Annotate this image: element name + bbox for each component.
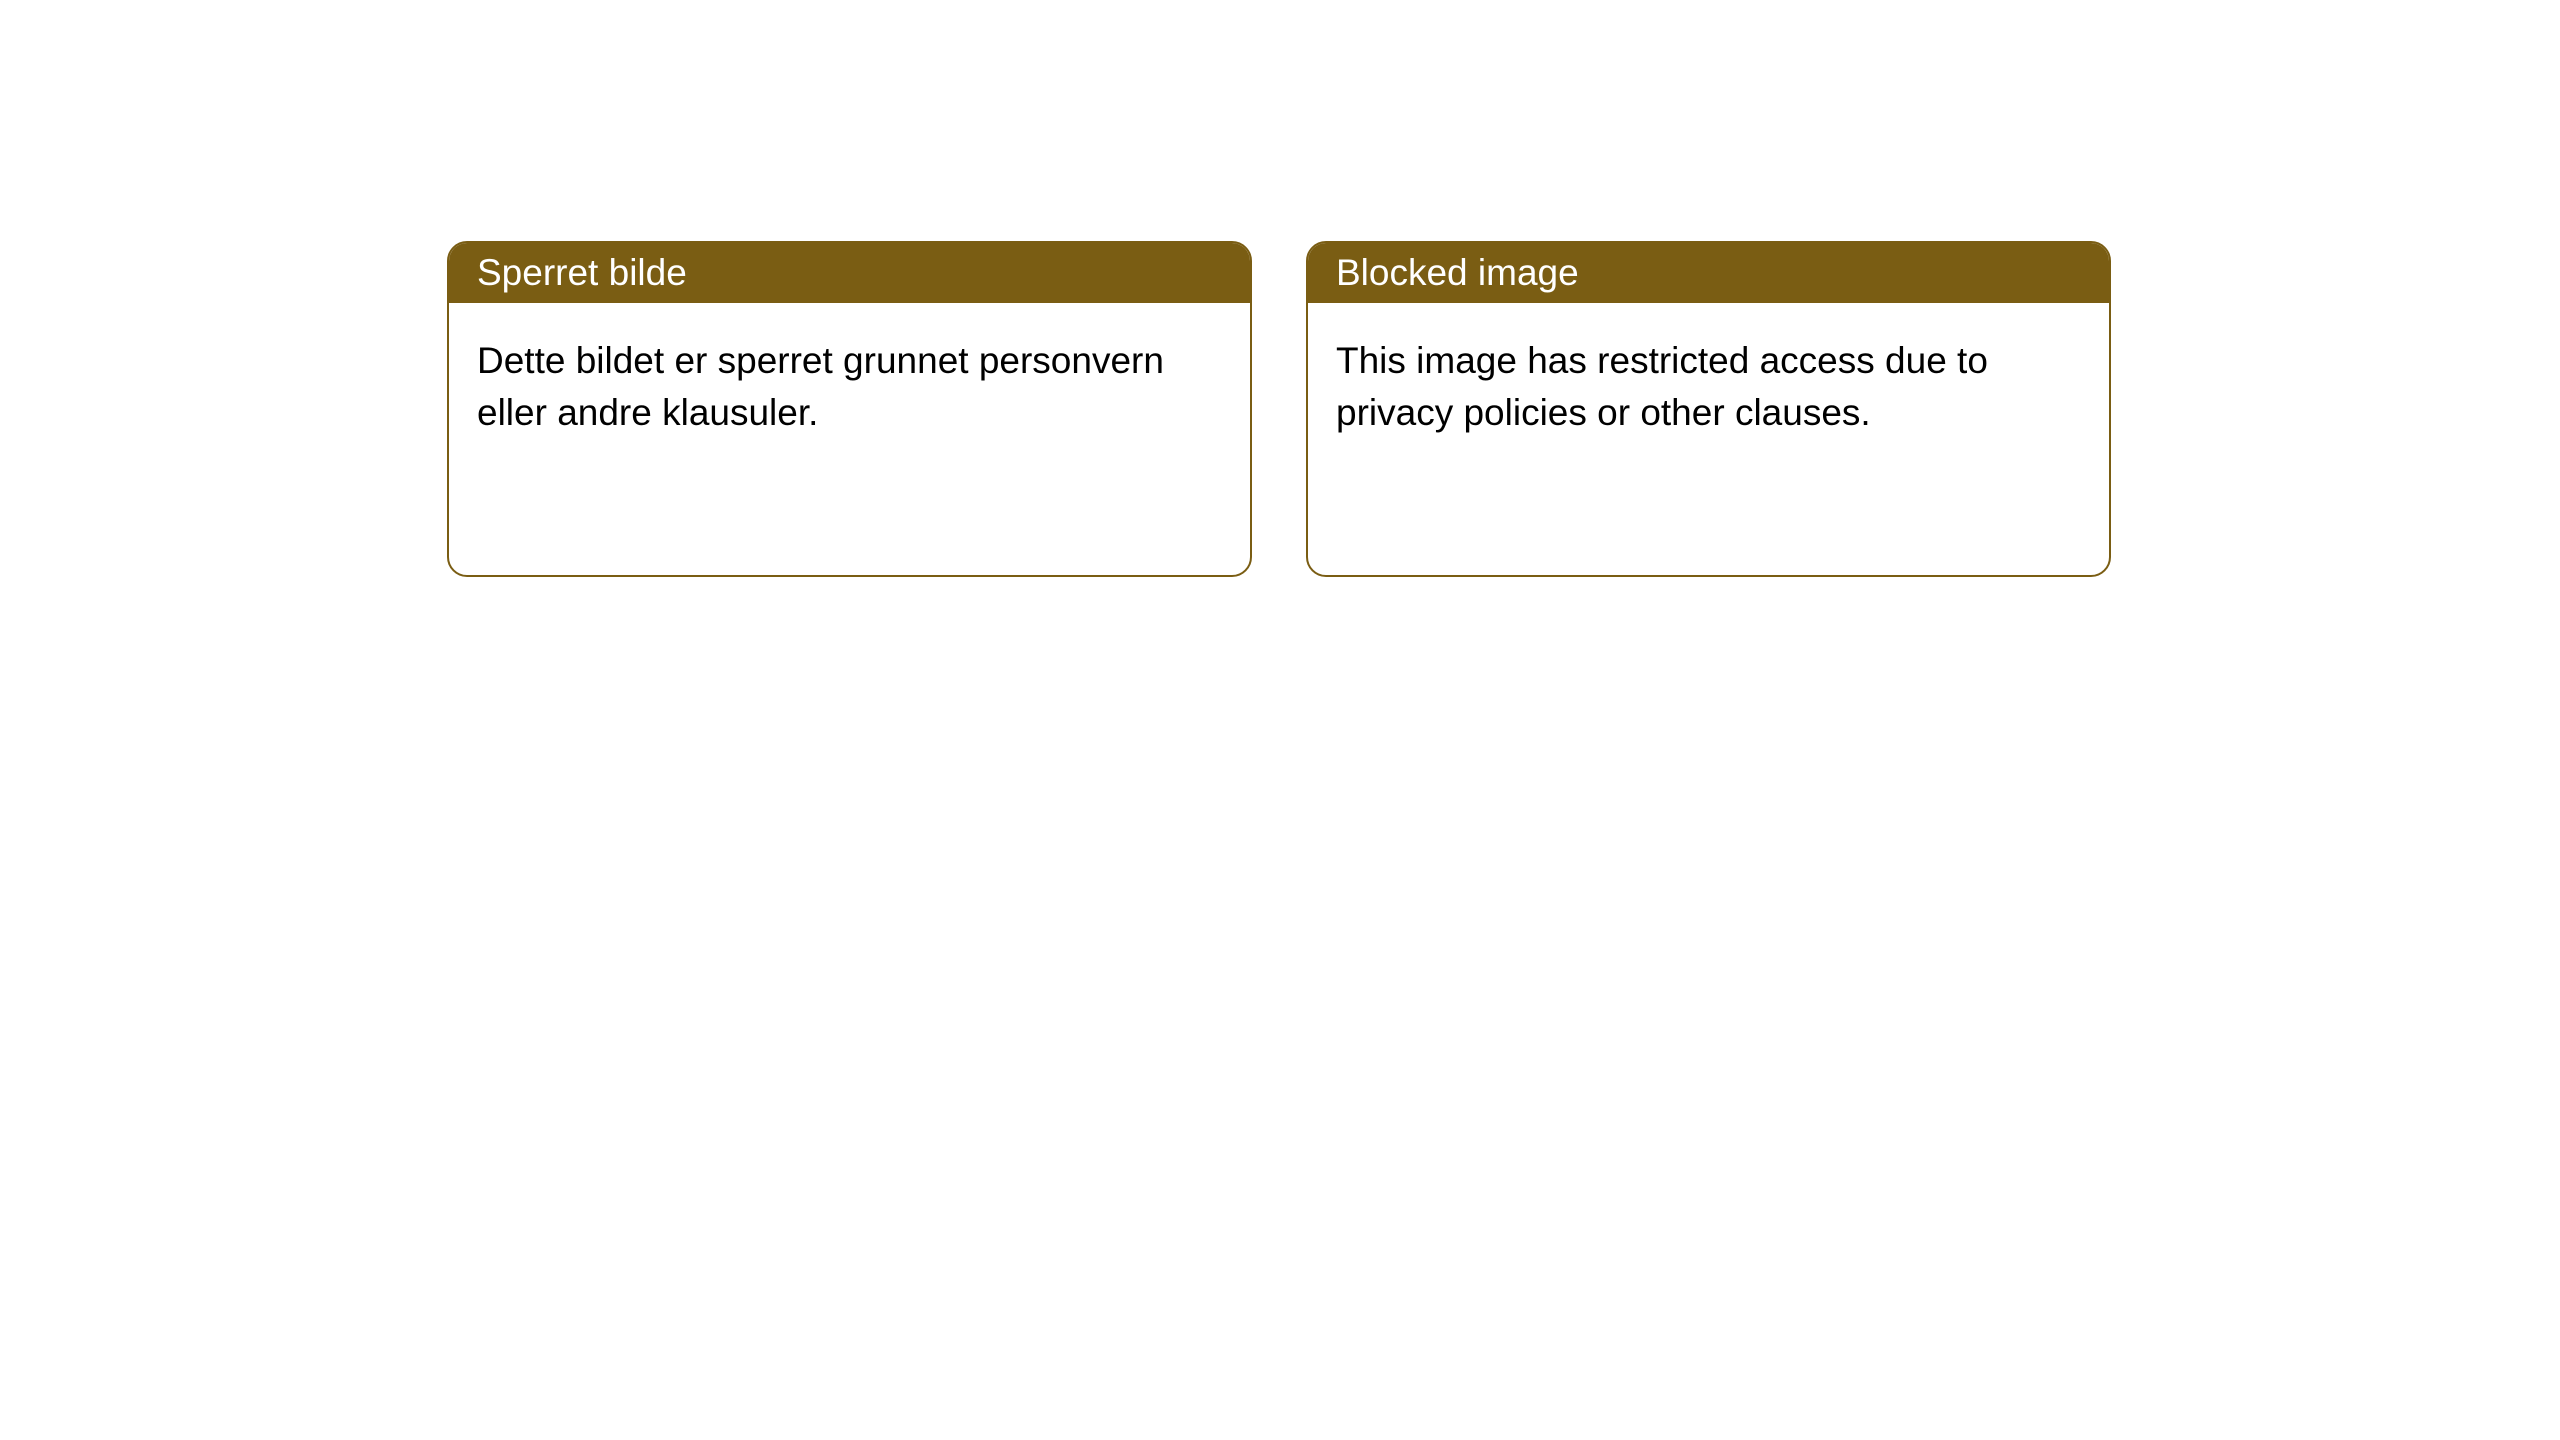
notice-container: Sperret bilde Dette bildet er sperret gr… xyxy=(447,241,2111,577)
card-title: Sperret bilde xyxy=(477,252,687,294)
notice-card-norwegian: Sperret bilde Dette bildet er sperret gr… xyxy=(447,241,1252,577)
card-header: Sperret bilde xyxy=(449,243,1250,303)
card-body: This image has restricted access due to … xyxy=(1308,303,2109,471)
card-title: Blocked image xyxy=(1336,252,1579,294)
card-body: Dette bildet er sperret grunnet personve… xyxy=(449,303,1250,471)
card-body-text: Dette bildet er sperret grunnet personve… xyxy=(477,340,1164,433)
notice-card-english: Blocked image This image has restricted … xyxy=(1306,241,2111,577)
card-body-text: This image has restricted access due to … xyxy=(1336,340,1988,433)
card-header: Blocked image xyxy=(1308,243,2109,303)
